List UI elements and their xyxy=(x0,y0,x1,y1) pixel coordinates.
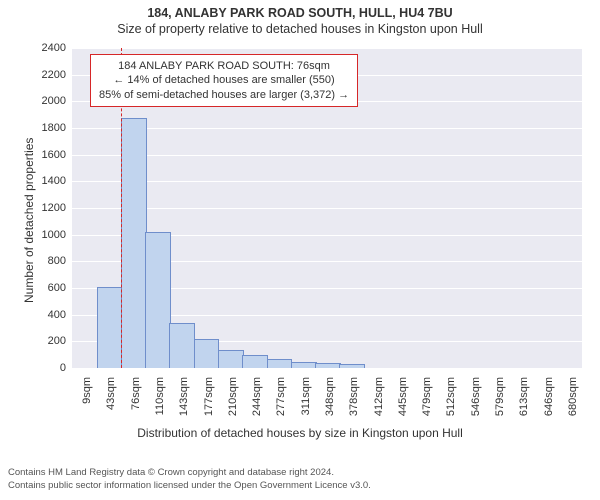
histogram-bar xyxy=(194,339,220,368)
figure: 184, ANLABY PARK ROAD SOUTH, HULL, HU4 7… xyxy=(0,0,600,500)
y-tick-label: 800 xyxy=(48,255,72,267)
y-tick-label: 1000 xyxy=(42,229,72,241)
x-tick-label: 680sqm xyxy=(561,377,579,416)
caption-line: Contains public sector information licen… xyxy=(8,480,371,493)
x-tick-label: 43sqm xyxy=(99,377,117,410)
x-tick-label: 143sqm xyxy=(172,377,190,416)
histogram-bar xyxy=(169,323,195,368)
grid-line xyxy=(72,208,582,209)
x-tick-label: 512sqm xyxy=(439,377,457,416)
chart-title: 184, ANLABY PARK ROAD SOUTH, HULL, HU4 7… xyxy=(0,6,600,20)
y-tick-label: 400 xyxy=(48,309,72,321)
y-tick-label: 0 xyxy=(60,362,72,374)
y-tick-label: 2400 xyxy=(42,42,72,54)
y-tick-label: 200 xyxy=(48,335,72,347)
histogram-bar xyxy=(315,363,341,368)
x-tick-label: 9sqm xyxy=(75,377,93,404)
histogram-bar xyxy=(218,350,244,368)
x-tick-label: 76sqm xyxy=(124,377,142,410)
histogram-bar xyxy=(291,362,317,368)
histogram-bar xyxy=(97,287,123,368)
histogram-bar xyxy=(339,364,365,368)
x-tick-label: 479sqm xyxy=(415,377,433,416)
y-tick-label: 1600 xyxy=(42,149,72,161)
grid-line xyxy=(72,368,582,369)
x-tick-label: 579sqm xyxy=(488,377,506,416)
x-tick-label: 311sqm xyxy=(294,377,312,415)
histogram-bar xyxy=(145,232,171,368)
x-tick-label: 244sqm xyxy=(245,377,263,416)
callout-line: 184 ANLABY PARK ROAD SOUTH: 76sqm xyxy=(99,59,349,73)
grid-line xyxy=(72,181,582,182)
x-tick-label: 277sqm xyxy=(269,377,287,416)
grid-line xyxy=(72,48,582,49)
y-tick-label: 2200 xyxy=(42,69,72,81)
histogram-bar xyxy=(121,118,147,368)
x-tick-label: 378sqm xyxy=(342,377,360,416)
grid-line xyxy=(72,155,582,156)
x-tick-label: 110sqm xyxy=(148,377,166,415)
x-tick-label: 546sqm xyxy=(464,377,482,416)
grid-line xyxy=(72,128,582,129)
x-tick-label: 412sqm xyxy=(367,377,385,416)
y-tick-label: 1400 xyxy=(42,175,72,187)
callout-box: 184 ANLABY PARK ROAD SOUTH: 76sqm ← 14% … xyxy=(90,54,358,107)
callout-line: 85% of semi-detached houses are larger (… xyxy=(99,88,349,102)
x-tick-label: 348sqm xyxy=(318,377,336,416)
histogram-bar xyxy=(242,355,268,368)
y-tick-label: 600 xyxy=(48,282,72,294)
y-axis-label: Number of detached properties xyxy=(22,138,36,303)
x-tick-label: 445sqm xyxy=(391,377,409,416)
x-tick-label: 646sqm xyxy=(537,377,555,416)
callout-line: ← 14% of detached houses are smaller (55… xyxy=(99,73,349,87)
y-tick-label: 1800 xyxy=(42,122,72,134)
x-tick-label: 177sqm xyxy=(197,377,215,416)
histogram-bar xyxy=(267,359,293,368)
x-axis-label: Distribution of detached houses by size … xyxy=(0,426,600,440)
caption-line: Contains HM Land Registry data © Crown c… xyxy=(8,467,334,480)
chart-subtitle: Size of property relative to detached ho… xyxy=(0,22,600,36)
y-tick-label: 1200 xyxy=(42,202,72,214)
x-tick-label: 210sqm xyxy=(221,377,239,416)
y-tick-label: 2000 xyxy=(42,95,72,107)
x-tick-label: 613sqm xyxy=(512,377,530,416)
